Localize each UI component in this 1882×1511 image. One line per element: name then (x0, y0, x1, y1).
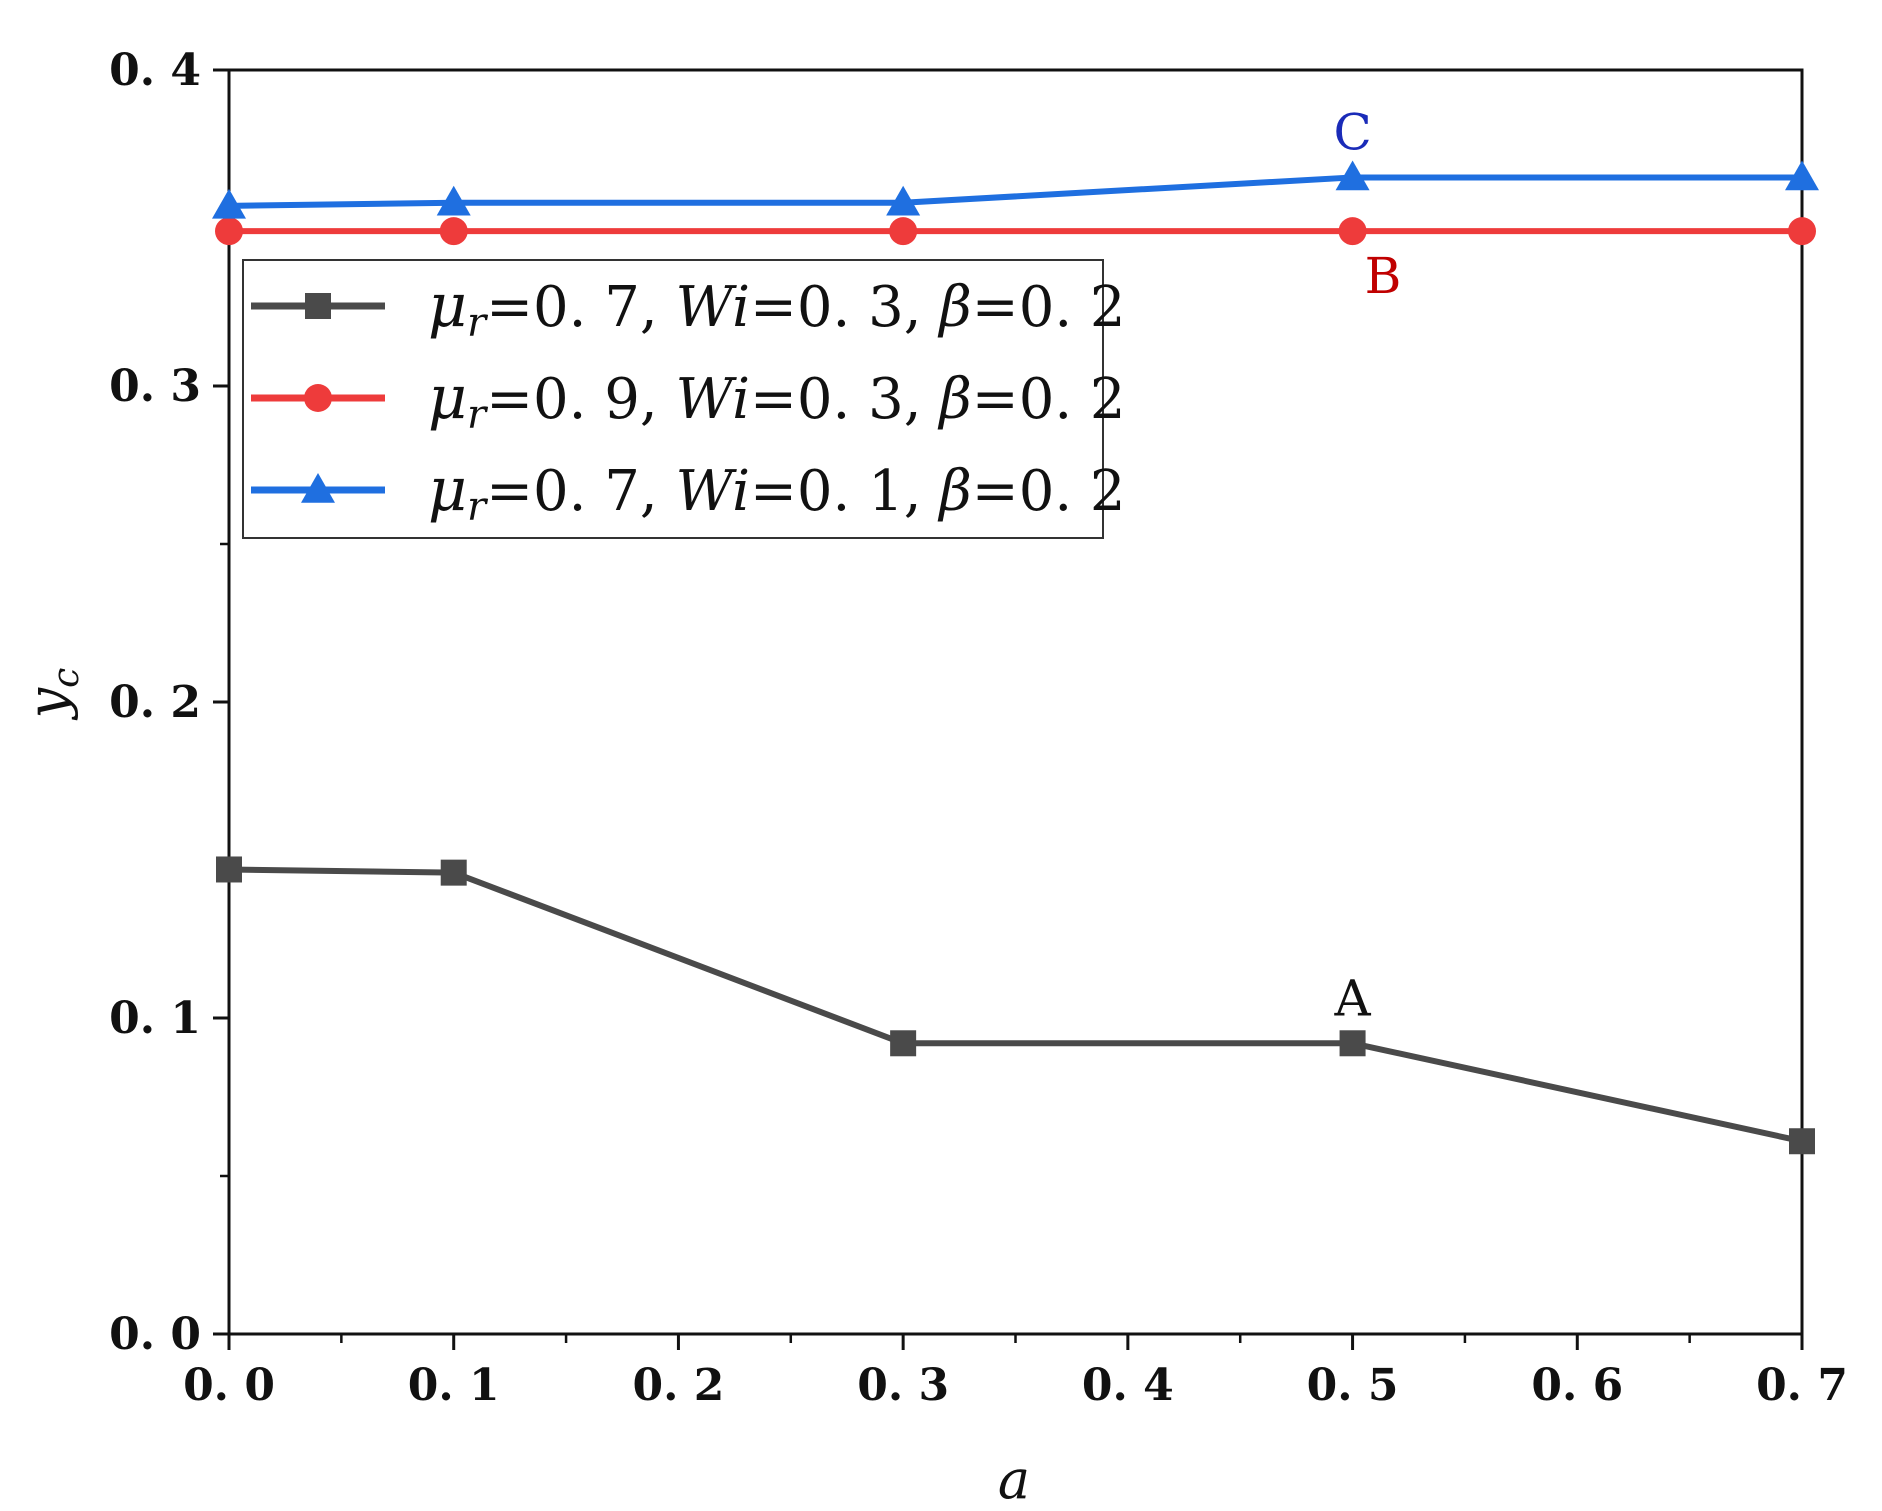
series-2 (215, 217, 1816, 246)
x-axis-title: a (998, 1448, 1030, 1511)
data-point (440, 859, 467, 886)
x-tick-label: 0. 2 (632, 1360, 724, 1411)
data-point (890, 1030, 917, 1057)
legend-label: μr=0. 9, Wi=0. 3, β=0. 2 (428, 363, 1126, 438)
legend-label-wi-val: =0. 3, (750, 275, 939, 340)
legend-label-wi: Wi (676, 459, 750, 524)
data-point (439, 217, 468, 246)
legend-swatch-marker (301, 473, 335, 503)
data-point (436, 185, 471, 216)
y-axis-title-sub: c (46, 668, 87, 688)
legend-entry-2: μr=0. 9, Wi=0. 3, β=0. 2 (251, 363, 1126, 438)
legend-swatch-marker (304, 384, 332, 412)
legend-swatch-marker (305, 293, 331, 319)
legend-label-mu: μ (428, 455, 467, 525)
data-point (216, 856, 242, 883)
data-point (1339, 1030, 1366, 1057)
legend-label-wi-val: =0. 3, (750, 367, 939, 432)
data-point (1338, 217, 1367, 246)
legend-label-beta: β (937, 459, 971, 524)
data-point (889, 217, 918, 246)
y-tick-label: 0. 1 (109, 993, 201, 1044)
series-3 (212, 160, 1819, 219)
legend-label-mu-val: =0. 7, (486, 459, 675, 524)
legend-entry-3: μr=0. 7, Wi=0. 1, β=0. 2 (251, 455, 1126, 530)
x-tick-label: 0. 4 (1082, 1360, 1174, 1411)
legend-label-mu-sub: r (467, 392, 489, 438)
series-line (228, 866, 1803, 1145)
legend-label-mu-val: =0. 9, (486, 367, 675, 432)
x-tick-label: 0. 3 (857, 1360, 949, 1411)
legend-label-wi: Wi (676, 275, 750, 340)
data-point (1788, 217, 1816, 246)
y-tick-label: 0. 2 (109, 677, 201, 728)
data-point (215, 217, 243, 246)
y-tick-label: 0. 3 (109, 361, 201, 412)
y-tick-label: 0. 0 (109, 1309, 201, 1360)
y-axis-title: yc (16, 668, 87, 721)
data-point (886, 185, 921, 216)
annotation-label-c: C (1333, 103, 1371, 161)
legend-entry-1: μr=0. 7, Wi=0. 3, β=0. 2 (251, 271, 1126, 346)
annotation-label-b: B (1365, 247, 1402, 305)
legend-label-mu-sub: r (467, 484, 489, 530)
legend-label: μr=0. 7, Wi=0. 3, β=0. 2 (428, 271, 1126, 346)
annotation-label-a: A (1334, 969, 1372, 1027)
y-axis-title-main: y (16, 686, 79, 720)
data-point (212, 188, 246, 219)
series-line (228, 174, 1802, 209)
x-tick-label: 0. 7 (1756, 1360, 1848, 1411)
svg-text:yc: yc (16, 668, 87, 721)
x-tick-label: 0. 0 (183, 1360, 275, 1411)
data-point (1785, 160, 1819, 191)
legend-label: μr=0. 7, Wi=0. 1, β=0. 2 (428, 455, 1126, 530)
legend-label-beta: β (937, 367, 971, 432)
legend-label-beta-val: =0. 2 (972, 367, 1126, 432)
legend-label-beta: β (937, 275, 971, 340)
y-tick-label: 0. 4 (109, 45, 201, 96)
legend-label-mu-sub: r (467, 300, 489, 346)
legend-box (242, 259, 1104, 539)
x-tick-label: 0. 5 (1307, 1360, 1399, 1411)
legend-label-mu-val: =0. 7, (486, 275, 675, 340)
data-point (1335, 160, 1370, 191)
legend-label-wi-val: =0. 1, (750, 459, 939, 524)
legend-label-mu: μ (428, 363, 467, 433)
data-point (1789, 1128, 1815, 1155)
x-tick-label: 0. 6 (1531, 1360, 1623, 1411)
legend-label-mu: μ (428, 271, 467, 341)
legend-label-beta-val: =0. 2 (972, 459, 1126, 524)
legend-label-wi: Wi (676, 367, 750, 432)
series-1 (216, 856, 1815, 1155)
legend-label-beta-val: =0. 2 (972, 275, 1126, 340)
x-tick-label: 0. 1 (408, 1360, 500, 1411)
